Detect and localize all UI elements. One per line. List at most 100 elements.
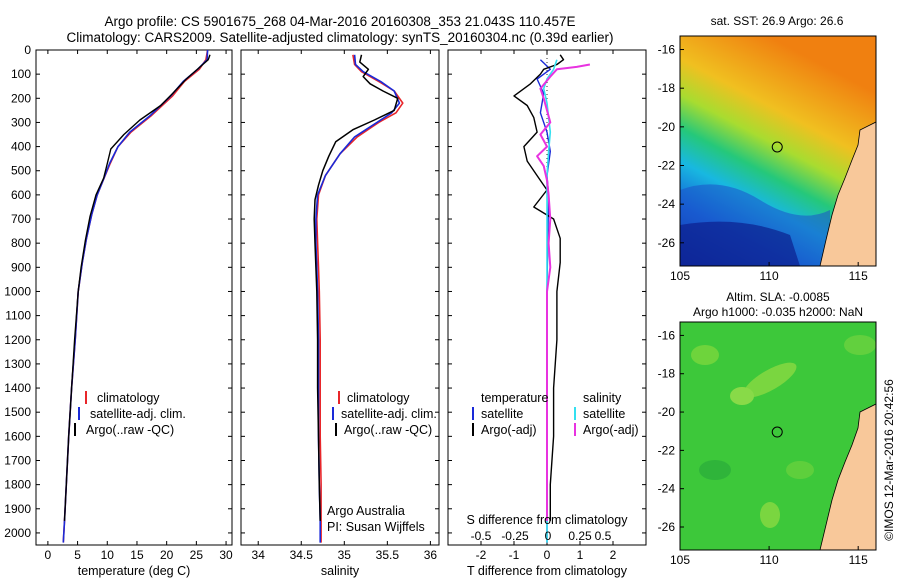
map-y-tick-label: -16 <box>658 328 676 342</box>
legend-label-satellite: satellite-adj. clim. <box>90 407 186 421</box>
map-y-tick-label: -18 <box>658 367 676 381</box>
x-tick-label: -1 <box>509 548 520 562</box>
x-tick-label: 35 <box>338 548 352 562</box>
y-tick-label: 1400 <box>4 381 31 395</box>
sst-map: sat. SST: 26.9 Argo: 26.6 105 110 115 -16 -1… <box>658 14 877 283</box>
series-line-argo-adj- <box>536 63 591 521</box>
salinity-axes: 34 34.5 35 35.5 36 salinity <box>240 49 440 578</box>
x-tick-label: 1 <box>577 548 584 562</box>
header-line-2: Climatology: CARS2009. Satellite-adjuste… <box>66 30 613 45</box>
series-line-argo-adj- <box>513 54 565 521</box>
x-tick-label: 2 <box>610 548 617 562</box>
map-x-tick-label: 115 <box>849 269 868 283</box>
x-axis-label: T difference from climatology <box>467 564 628 578</box>
y-tick-label: 500 <box>11 164 31 178</box>
series-group <box>513 54 591 543</box>
x2-tick-label: -0.5 <box>471 529 492 543</box>
map-y-tick-label: -20 <box>658 405 676 419</box>
x2-tick-label: 0 <box>545 529 552 543</box>
x-tick-label: 25 <box>190 548 204 562</box>
sla-high-anomaly <box>760 502 780 528</box>
sla-high-anomaly <box>786 461 814 479</box>
map-x-tick-label: 115 <box>849 553 868 567</box>
sla-high-anomaly <box>844 335 876 355</box>
annotation-line-1: Argo Australia <box>327 504 405 518</box>
x-axis-label: temperature (deg C) <box>78 564 191 578</box>
x2-tick-label: 0.5 <box>595 529 612 543</box>
sla-map-frame <box>679 321 877 551</box>
land-australia <box>819 121 876 266</box>
y-tick-label: 2000 <box>4 526 31 540</box>
annotation-line-2: PI: Susan Wijffels <box>327 520 425 534</box>
legend-label-s-satellite: satellite <box>583 407 625 421</box>
temperature-axes: 0100200300400500600700800900100011001200… <box>4 43 233 578</box>
y-tick-label: 1200 <box>4 333 31 347</box>
y-tick-label: 800 <box>11 236 31 250</box>
map-x-tick-label: 110 <box>760 553 779 567</box>
series-line-argo-raw-qc- <box>313 54 399 521</box>
salinity-difference-scale: S difference from climatology -0.5 -0.25… <box>467 513 629 543</box>
y-tick-label: 1500 <box>4 405 31 419</box>
legend-label-climatology: climatology <box>347 391 410 405</box>
x2-axis-label: S difference from climatology <box>467 513 629 527</box>
map-y-tick-label: -24 <box>658 197 676 211</box>
sla-map-ticks: 105 110 115 -16 -18 -20 -22 -24 -26 <box>658 328 868 567</box>
legend-label-t-satellite: satellite <box>481 407 523 421</box>
argo-float-marker <box>771 141 783 153</box>
difference-axes: -2 -1 0 1 2 T difference from climatology <box>447 49 647 578</box>
difference-legend: temperature salinity satellite Argo(-adj… <box>472 391 639 437</box>
legend-header-salinity: salinity <box>583 391 622 405</box>
sla-high-anomaly <box>730 387 754 405</box>
y-tick-label: 900 <box>11 260 31 274</box>
y-tick-label: 600 <box>11 188 31 202</box>
sla-low-anomaly <box>699 460 731 480</box>
y-tick-label: 1600 <box>4 429 31 443</box>
x-tick-label: 34 <box>252 548 266 562</box>
map-x-tick-label: 110 <box>760 269 779 283</box>
x-axis-label: salinity <box>321 564 360 578</box>
map-y-tick-label: -26 <box>658 520 676 534</box>
plot-frame <box>240 49 440 546</box>
y-tick-label: 200 <box>11 91 31 105</box>
map-x-tick-label: 105 <box>670 269 690 283</box>
sst-map-ticks: 105 110 115 -16 -18 -20 -22 -24 -26 <box>658 43 868 283</box>
y-tick-label: 400 <box>11 140 31 154</box>
sla-high-anomaly <box>743 362 797 398</box>
salinity-legend: climatology satellite-adj. clim. Argo(..… <box>327 391 437 534</box>
series-group <box>313 54 404 543</box>
y-tick-label: 700 <box>11 212 31 226</box>
sst-cold-water <box>680 221 800 266</box>
x-tick-label: 15 <box>130 548 144 562</box>
y-tick-label: 1900 <box>4 502 31 516</box>
map-y-tick-label: -22 <box>658 443 676 457</box>
land-australia <box>819 403 876 550</box>
map-y-tick-label: -26 <box>658 236 676 250</box>
copyright-stamp: ©IMOS 12-Mar-2016 20:42:56 <box>882 379 896 541</box>
series-line-argo-raw-qc- <box>63 54 211 521</box>
x-tick-label: -2 <box>476 548 487 562</box>
x-tick-label: 0 <box>45 548 52 562</box>
legend-label-argo: Argo(..raw -QC) <box>344 423 432 437</box>
legend-label-argo: Argo(..raw -QC) <box>86 423 174 437</box>
sst-map-title: sat. SST: 26.9 Argo: 26.6 <box>711 14 844 28</box>
x-tick-label: 36 <box>424 548 438 562</box>
legend-label-climatology: climatology <box>97 391 160 405</box>
map-y-tick-label: -22 <box>658 158 676 172</box>
sst-map-frame <box>679 35 877 267</box>
map-y-tick-label: -18 <box>658 81 676 95</box>
plot-frame <box>35 49 233 546</box>
sla-map-title-1: Altim. SLA: -0.0085 <box>726 290 830 304</box>
map-y-tick-label: -16 <box>658 43 676 57</box>
y-tick-label: 1800 <box>4 478 31 492</box>
header-line-1: Argo profile: CS 5901675_268 04-Mar-2016… <box>104 14 575 29</box>
series-group <box>62 50 211 543</box>
sla-map: Altim. SLA: -0.0085 Argo h1000: -0.035 h… <box>658 290 877 567</box>
sla-high-anomaly <box>691 345 719 365</box>
legend-header-temperature: temperature <box>481 391 548 405</box>
x-tick-label: 20 <box>160 548 174 562</box>
legend-label-t-argo: Argo(-adj) <box>481 423 537 437</box>
x-tick-label: 5 <box>74 548 81 562</box>
y-tick-label: 300 <box>11 115 31 129</box>
y-tick-label: 1000 <box>4 284 31 298</box>
